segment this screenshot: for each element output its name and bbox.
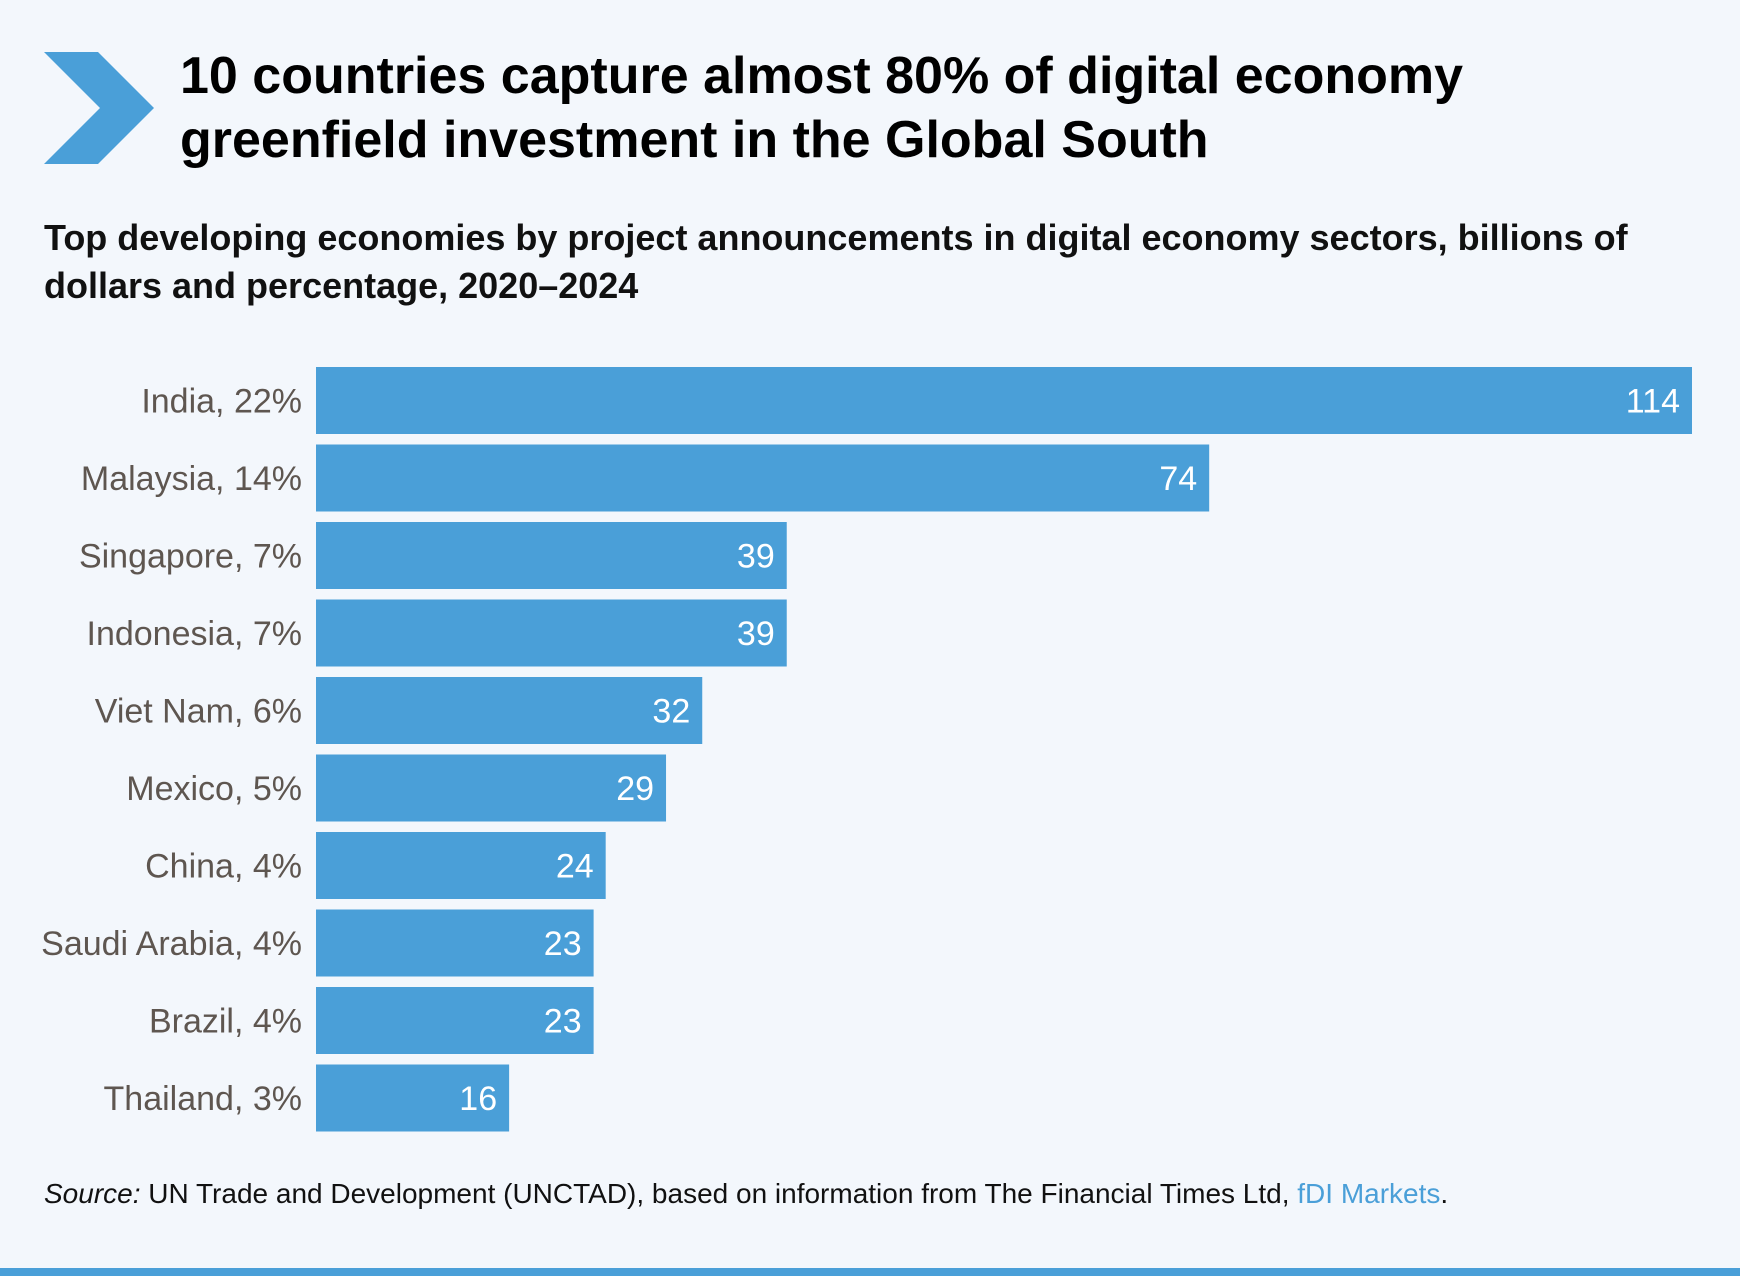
bar	[316, 367, 1692, 434]
bar	[316, 1064, 510, 1132]
value-label: 32	[652, 693, 690, 731]
source-text: UN Trade and Development (UNCTAD), based…	[140, 1178, 1298, 1209]
chevron-right-icon	[44, 52, 154, 164]
bottom-rule	[0, 1268, 1740, 1276]
category-label: Viet Nam, 6%	[95, 693, 302, 731]
bar	[316, 444, 1210, 512]
value-label: 23	[544, 925, 582, 963]
category-label: Mexico, 5%	[126, 770, 302, 808]
bar	[316, 522, 787, 589]
category-label: China, 4%	[145, 848, 302, 886]
category-label: Thailand, 3%	[104, 1080, 302, 1118]
bar	[316, 754, 667, 822]
bar	[316, 987, 594, 1054]
value-label: 114	[1626, 383, 1680, 421]
source-link[interactable]: fDI Markets	[1297, 1178, 1441, 1209]
category-label: Saudi Arabia, 4%	[41, 925, 302, 963]
source-label: Source:	[44, 1178, 141, 1209]
value-label: 39	[737, 615, 775, 653]
source-note: Source: UN Trade and Development (UNCTAD…	[44, 1176, 1704, 1212]
value-label: 74	[1159, 460, 1197, 498]
value-label: 24	[556, 848, 594, 886]
value-label: 16	[459, 1080, 497, 1118]
bar	[316, 677, 703, 744]
bar	[316, 909, 594, 977]
category-label: Singapore, 7%	[79, 538, 302, 576]
bar	[316, 599, 787, 667]
category-label: Brazil, 4%	[149, 1003, 302, 1041]
value-label: 39	[737, 538, 775, 576]
category-label: Malaysia, 14%	[81, 460, 302, 498]
bar-chart: India, 22% 114 Malaysia, 14% 74 Singapore, 7…	[41, 367, 1692, 1132]
chart-subtitle: Top developing economies by project anno…	[44, 217, 1628, 306]
bar	[316, 832, 606, 899]
page-title: 10 countries capture almost 80% of digit…	[180, 47, 1464, 169]
category-label: India, 22%	[141, 383, 302, 421]
source-end: .	[1440, 1178, 1449, 1209]
value-label: 29	[616, 770, 654, 808]
value-label: 23	[544, 1003, 582, 1041]
category-label: Indonesia, 7%	[87, 615, 303, 653]
header: 10 countries capture almost 80% of digit…	[44, 44, 1694, 174]
